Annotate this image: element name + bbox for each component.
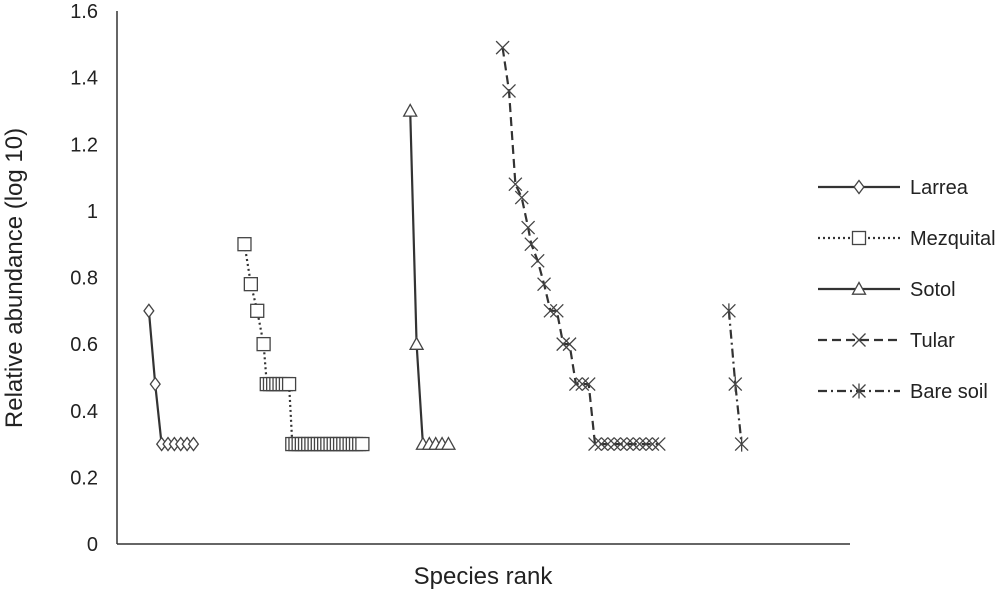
data-point-tular — [639, 437, 653, 452]
y-tick-label: 1 — [87, 201, 98, 223]
series-mezquital — [237, 237, 370, 452]
legend-marker-bare-soil — [852, 383, 866, 399]
series-tular — [495, 40, 666, 452]
data-point-mezquital — [256, 336, 271, 352]
data-point-bare-soil — [728, 376, 743, 392]
y-tick-label: 0.6 — [70, 334, 98, 356]
legend-marker-larrea — [853, 179, 865, 195]
data-point-tular — [502, 83, 516, 98]
y-tick-label: 0.4 — [70, 401, 98, 423]
data-point-tular — [537, 277, 552, 292]
data-point-larrea — [149, 376, 161, 392]
data-point-bare-soil — [734, 436, 749, 452]
series-line-sotol — [409, 110, 449, 446]
y-tick-labels: 0 0.2 0.4 0.6 0.8 1 1.2 1.4 1.6 — [70, 1, 98, 556]
data-point-tular — [556, 337, 571, 352]
data-point-larrea — [187, 436, 200, 452]
data-point-tular — [543, 303, 558, 318]
data-point-mezquital — [243, 277, 259, 292]
data-point-tular — [594, 437, 609, 452]
data-point-sotol — [408, 336, 425, 350]
data-point-tular — [524, 237, 539, 252]
plot-series — [143, 40, 749, 452]
data-point-tular — [575, 377, 590, 392]
legend-marker-mezquital — [851, 230, 867, 246]
data-point-bare-soil — [721, 303, 736, 319]
series-line-tular — [501, 47, 659, 446]
data-point-tular — [514, 190, 529, 205]
legend-label-sotol: Sotol — [910, 279, 956, 301]
legend-label-tular: Tular — [910, 330, 955, 352]
data-point-tular — [651, 437, 666, 452]
data-point-sotol — [440, 436, 457, 450]
series-line-bare-soil — [727, 310, 743, 445]
legend-label-larrea: Larrea — [910, 177, 969, 199]
y-axis-title: Relative abundance (log 10) — [1, 128, 28, 428]
series-larrea — [143, 303, 200, 452]
y-tick-label: 1.4 — [70, 68, 98, 90]
legend-marker-tular — [852, 333, 866, 347]
x-axis-title: Species rank — [414, 563, 554, 590]
data-point-tular — [530, 253, 545, 268]
legend-item-tular: Tular — [818, 330, 955, 352]
data-point-tular — [562, 337, 577, 352]
y-tick-label: 0 — [87, 534, 98, 556]
legend-item-bare-soil: Bare soil — [818, 381, 988, 403]
data-point-tular — [495, 40, 510, 55]
data-point-mezquital — [281, 376, 297, 392]
data-point-mezquital — [250, 303, 265, 318]
y-tick-label: 1.6 — [70, 1, 98, 23]
data-point-tular — [607, 437, 622, 452]
legend: Larrea Mezquital Sotol Tular Bare soil — [818, 177, 996, 403]
data-point-tular — [549, 303, 564, 318]
legend-label-mezquital: Mezquital — [910, 228, 996, 250]
data-point-tular — [508, 177, 523, 192]
data-point-tular — [521, 220, 536, 235]
data-point-mezquital — [355, 436, 370, 452]
data-point-tular — [600, 437, 615, 452]
legend-item-larrea: Larrea — [818, 177, 969, 199]
legend-marker-sotol — [851, 281, 867, 295]
data-point-tular — [568, 377, 583, 392]
legend-label-bare-soil: Bare soil — [910, 381, 988, 403]
series-bare-soil — [721, 303, 749, 452]
series-sotol — [402, 103, 457, 450]
data-point-tular — [581, 377, 596, 392]
y-tick-label: 1.2 — [70, 134, 98, 156]
y-tick-label: 0.2 — [70, 467, 98, 489]
data-point-tular — [588, 437, 603, 452]
data-point-larrea — [143, 303, 155, 319]
legend-item-mezquital: Mezquital — [818, 228, 996, 250]
data-point-tular — [632, 437, 647, 452]
data-point-tular — [619, 437, 634, 452]
data-point-sotol — [402, 103, 418, 117]
legend-item-sotol: Sotol — [818, 279, 956, 301]
data-point-mezquital — [237, 237, 252, 252]
data-point-tular — [626, 437, 641, 452]
y-tick-label: 0.8 — [70, 268, 98, 290]
data-point-tular — [613, 437, 628, 452]
data-point-tular — [645, 437, 660, 452]
